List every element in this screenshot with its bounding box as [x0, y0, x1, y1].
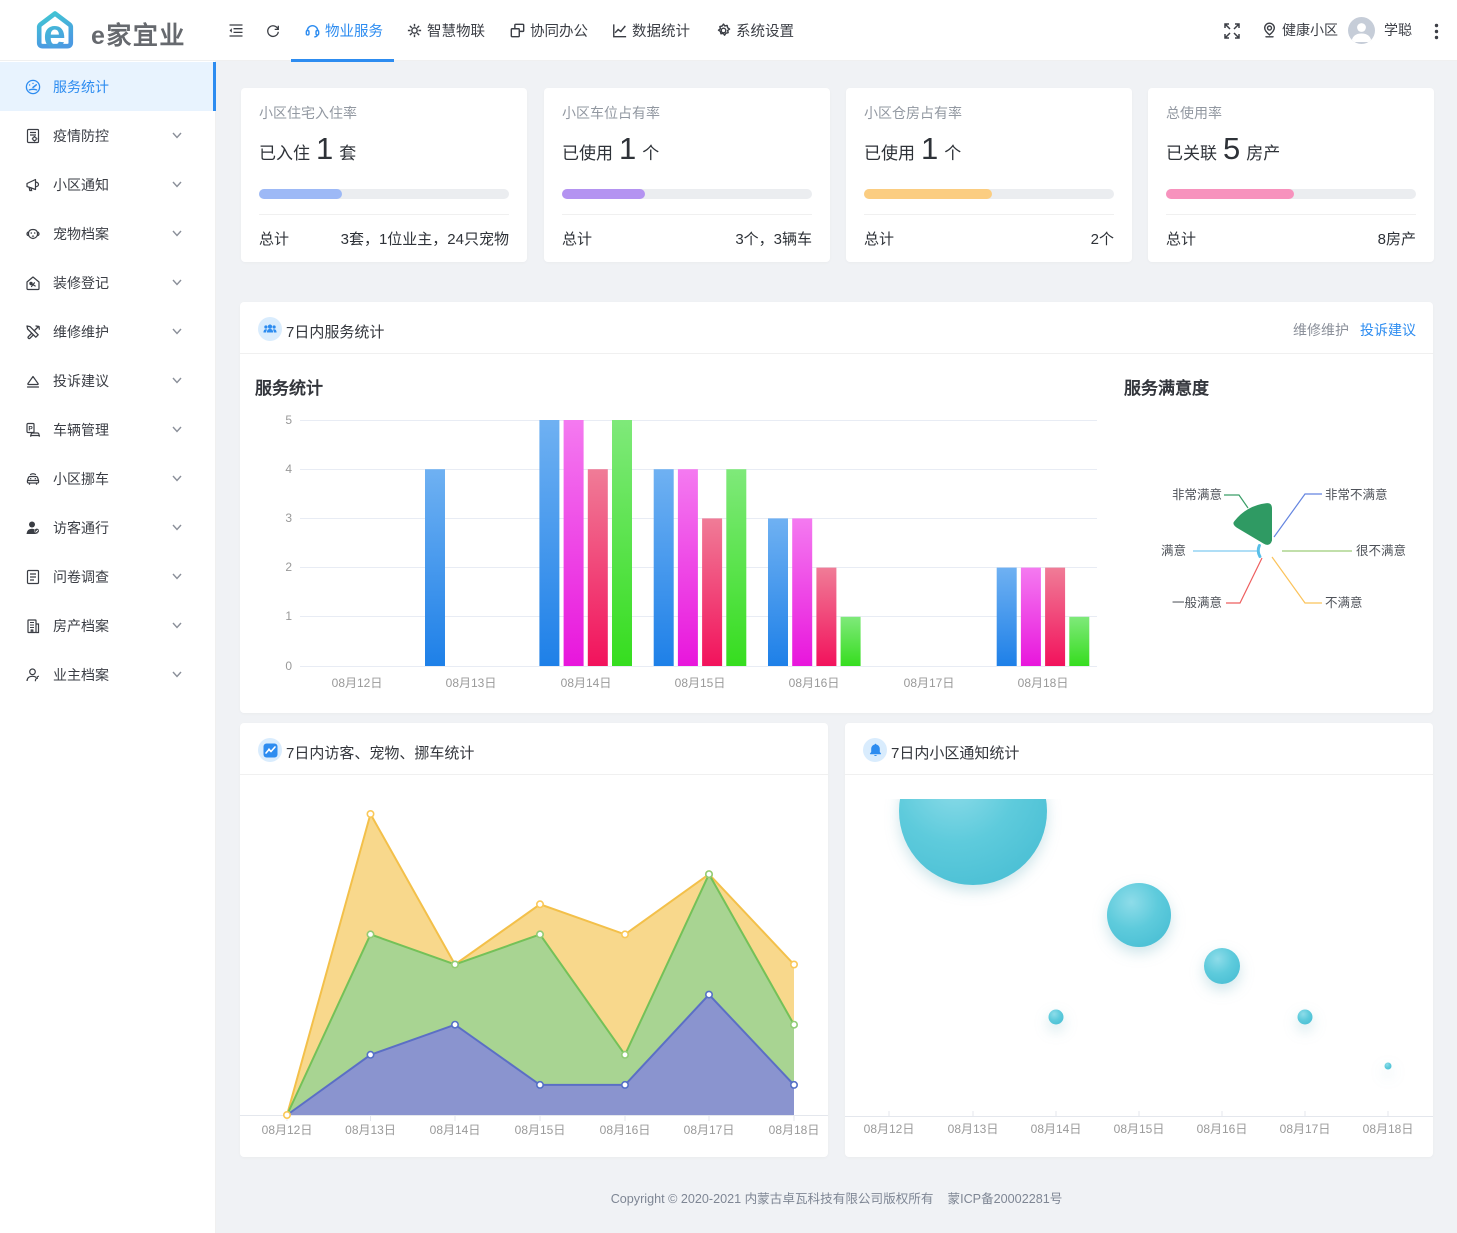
svg-text:1: 1: [285, 609, 292, 623]
svg-text:不满意: 不满意: [1325, 595, 1363, 610]
svg-text:08月13日: 08月13日: [948, 1122, 999, 1136]
svg-text:08月14日: 08月14日: [1031, 1122, 1082, 1136]
svg-text:非常不满意: 非常不满意: [1325, 487, 1388, 502]
svg-text:08月15日: 08月15日: [675, 676, 726, 690]
svg-text:4: 4: [285, 462, 292, 476]
svg-text:3: 3: [285, 511, 292, 525]
svg-text:08月12日: 08月12日: [262, 1123, 313, 1137]
svg-text:一般满意: 一般满意: [1172, 595, 1222, 610]
svg-text:e: e: [43, 13, 65, 50]
svg-text:08月12日: 08月12日: [332, 676, 383, 690]
svg-text:P: P: [28, 425, 33, 432]
svg-text:08月16日: 08月16日: [1197, 1122, 1248, 1136]
svg-text:08月12日: 08月12日: [864, 1122, 915, 1136]
svg-text:满意: 满意: [1161, 543, 1186, 558]
svg-text:很不满意: 很不满意: [1356, 543, 1406, 558]
svg-text:08月16日: 08月16日: [600, 1123, 651, 1137]
svg-text:08月15日: 08月15日: [515, 1123, 566, 1137]
svg-text:08月14日: 08月14日: [561, 676, 612, 690]
svg-text:08月18日: 08月18日: [1018, 676, 1069, 690]
svg-text:08月18日: 08月18日: [769, 1123, 820, 1137]
svg-text:08月17日: 08月17日: [904, 676, 955, 690]
svg-text:非常满意: 非常满意: [1172, 487, 1222, 502]
svg-text:08月15日: 08月15日: [1114, 1122, 1165, 1136]
svg-text:08月13日: 08月13日: [345, 1123, 396, 1137]
svg-text:08月17日: 08月17日: [1280, 1122, 1331, 1136]
svg-text:08月17日: 08月17日: [684, 1123, 735, 1137]
svg-text:08月14日: 08月14日: [430, 1123, 481, 1137]
svg-text:08月13日: 08月13日: [446, 676, 497, 690]
svg-text:08月18日: 08月18日: [1363, 1122, 1414, 1136]
svg-text:0: 0: [285, 659, 292, 673]
svg-text:08月16日: 08月16日: [789, 676, 840, 690]
svg-text:2: 2: [285, 560, 292, 574]
svg-text:5: 5: [285, 413, 292, 427]
